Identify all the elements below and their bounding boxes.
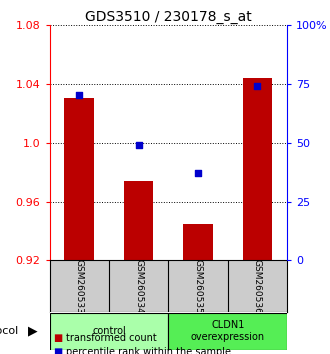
Point bbox=[77, 93, 82, 98]
Text: GSM260533: GSM260533 bbox=[75, 259, 84, 314]
Text: GSM260534: GSM260534 bbox=[134, 259, 143, 314]
Text: CLDN1
overexpression: CLDN1 overexpression bbox=[191, 320, 265, 342]
Title: GDS3510 / 230178_s_at: GDS3510 / 230178_s_at bbox=[85, 10, 252, 24]
Bar bbox=[64, 98, 94, 261]
Text: transformed count: transformed count bbox=[66, 333, 157, 343]
Text: protocol: protocol bbox=[0, 326, 18, 336]
Point bbox=[255, 83, 260, 89]
Bar bbox=[50, 313, 168, 350]
Text: control: control bbox=[92, 326, 126, 336]
Text: ▶: ▶ bbox=[28, 325, 38, 338]
Text: ■: ■ bbox=[53, 347, 62, 354]
Bar bbox=[124, 181, 153, 261]
Text: GSM260536: GSM260536 bbox=[253, 259, 262, 314]
Point bbox=[195, 170, 201, 176]
Text: percentile rank within the sample: percentile rank within the sample bbox=[66, 347, 231, 354]
Bar bbox=[183, 224, 213, 261]
Bar bbox=[168, 313, 287, 350]
Text: GSM260535: GSM260535 bbox=[193, 259, 203, 314]
Point bbox=[136, 142, 141, 148]
Text: ■: ■ bbox=[53, 333, 62, 343]
Bar bbox=[243, 78, 272, 261]
